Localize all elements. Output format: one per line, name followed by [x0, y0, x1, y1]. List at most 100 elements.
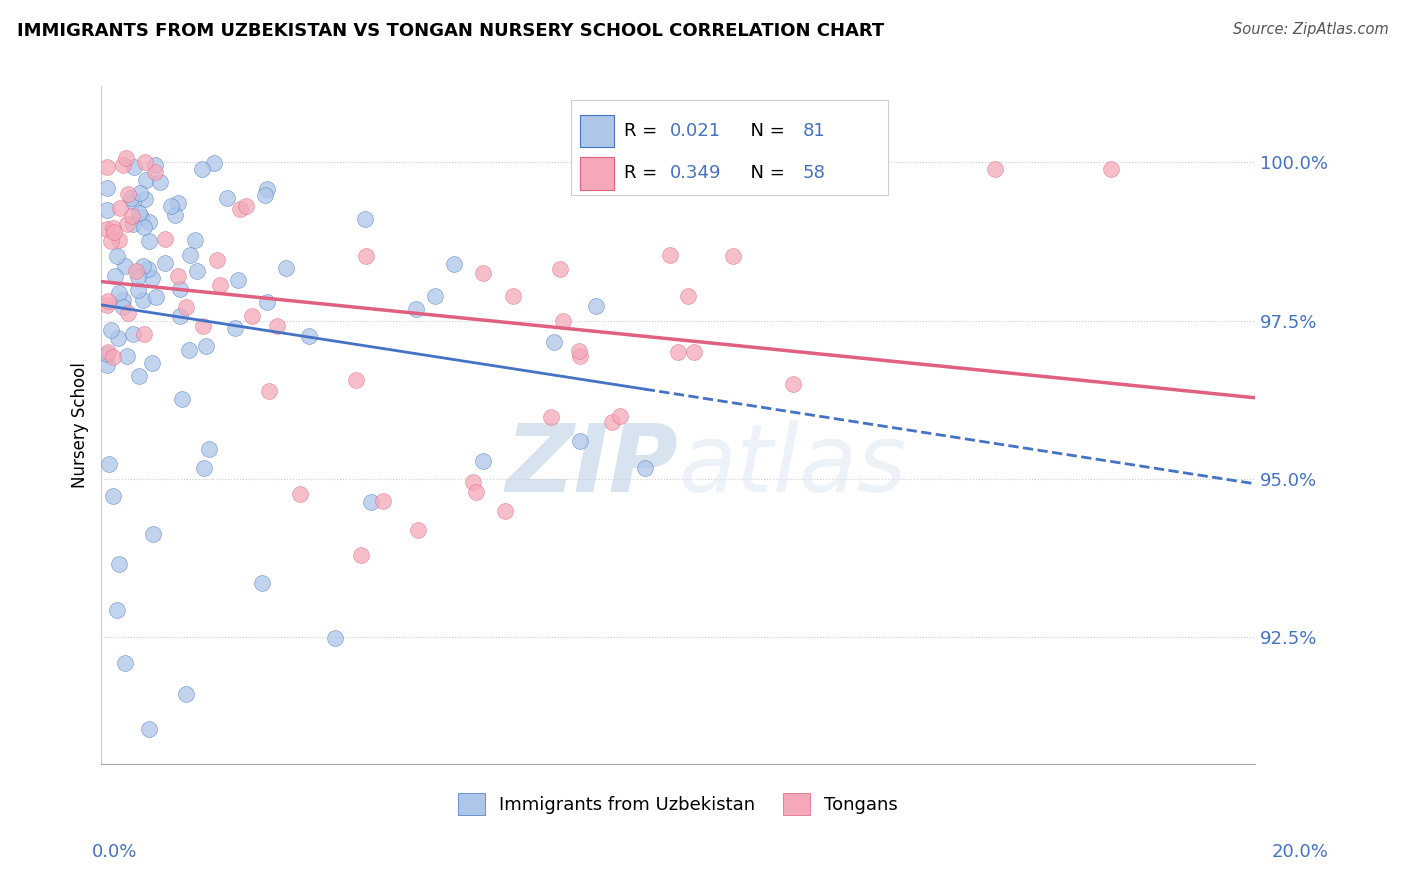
Point — [666, 345, 689, 359]
Point — [114, 259, 136, 273]
Point — [103, 488, 125, 502]
Point — [121, 217, 143, 231]
Point — [215, 191, 238, 205]
Text: 81: 81 — [803, 121, 825, 139]
Point — [122, 161, 145, 175]
Point — [256, 182, 278, 196]
Point — [193, 461, 215, 475]
Point — [149, 175, 172, 189]
Point — [96, 347, 118, 361]
Point — [153, 256, 176, 270]
Point — [266, 319, 288, 334]
Text: ZIP: ZIP — [505, 420, 678, 512]
Point — [186, 264, 208, 278]
Point — [568, 343, 591, 358]
Point — [461, 475, 484, 490]
Point — [134, 192, 156, 206]
Point — [344, 373, 367, 387]
Point — [136, 261, 159, 276]
Point — [134, 154, 156, 169]
Point — [122, 195, 145, 210]
Point — [634, 460, 657, 475]
Point — [350, 548, 373, 562]
Point — [179, 248, 201, 262]
Point — [290, 487, 312, 501]
Point — [228, 273, 250, 287]
Point — [172, 392, 194, 406]
Point — [254, 188, 277, 202]
Point — [141, 356, 163, 370]
Point — [127, 283, 149, 297]
Point — [105, 603, 128, 617]
Point — [103, 225, 125, 239]
Point — [176, 687, 198, 701]
Point — [138, 234, 160, 248]
Point — [235, 199, 257, 213]
Point — [256, 295, 278, 310]
Point — [96, 180, 118, 194]
Point — [143, 165, 166, 179]
Point — [259, 384, 281, 398]
Point — [198, 442, 221, 457]
Point — [543, 335, 565, 350]
Point — [108, 286, 131, 301]
Point — [167, 269, 190, 284]
Point — [138, 215, 160, 229]
Text: 0.0%: 0.0% — [91, 843, 136, 861]
Point — [569, 434, 592, 449]
Text: IMMIGRANTS FROM UZBEKISTAN VS TONGAN NURSERY SCHOOL CORRELATION CHART: IMMIGRANTS FROM UZBEKISTAN VS TONGAN NUR… — [17, 22, 884, 40]
Point — [127, 270, 149, 285]
Point — [494, 503, 516, 517]
Point — [120, 192, 142, 206]
Point — [208, 278, 231, 293]
Point — [169, 281, 191, 295]
Text: Source: ZipAtlas.com: Source: ZipAtlas.com — [1233, 22, 1389, 37]
Point — [177, 343, 200, 358]
Point — [465, 484, 488, 499]
FancyBboxPatch shape — [579, 115, 614, 147]
Point — [125, 263, 148, 277]
Point — [128, 186, 150, 201]
Point — [721, 249, 744, 263]
Point — [298, 329, 321, 343]
Point — [354, 249, 377, 263]
Point — [1099, 161, 1122, 176]
Point — [105, 249, 128, 263]
Point — [354, 212, 377, 227]
Point — [128, 206, 150, 220]
Legend: Immigrants from Uzbekistan, Tongans: Immigrants from Uzbekistan, Tongans — [451, 786, 905, 822]
Point — [183, 233, 205, 247]
Point — [97, 293, 120, 308]
Point — [117, 186, 139, 201]
Point — [129, 210, 152, 224]
Point — [224, 321, 246, 335]
Point — [96, 222, 118, 236]
Point — [682, 344, 704, 359]
Point — [423, 289, 446, 303]
Point — [202, 156, 225, 170]
Point — [108, 557, 131, 571]
Text: 0.349: 0.349 — [669, 164, 721, 182]
Point — [984, 161, 1007, 176]
Point — [138, 722, 160, 736]
Point — [360, 495, 382, 509]
Point — [205, 253, 228, 268]
Point — [97, 345, 120, 359]
Point — [142, 526, 165, 541]
Point — [145, 290, 167, 304]
Point — [131, 293, 153, 308]
Point — [112, 300, 135, 314]
Point — [100, 323, 122, 337]
Text: atlas: atlas — [678, 420, 907, 511]
Point — [117, 306, 139, 320]
Point — [132, 220, 155, 235]
Point — [194, 339, 217, 353]
Point — [103, 350, 125, 364]
Point — [408, 523, 430, 537]
Point — [159, 199, 181, 213]
Point — [115, 152, 138, 166]
Text: 0.021: 0.021 — [669, 121, 721, 139]
Point — [111, 293, 134, 308]
Point — [165, 208, 187, 222]
Point — [96, 160, 118, 174]
